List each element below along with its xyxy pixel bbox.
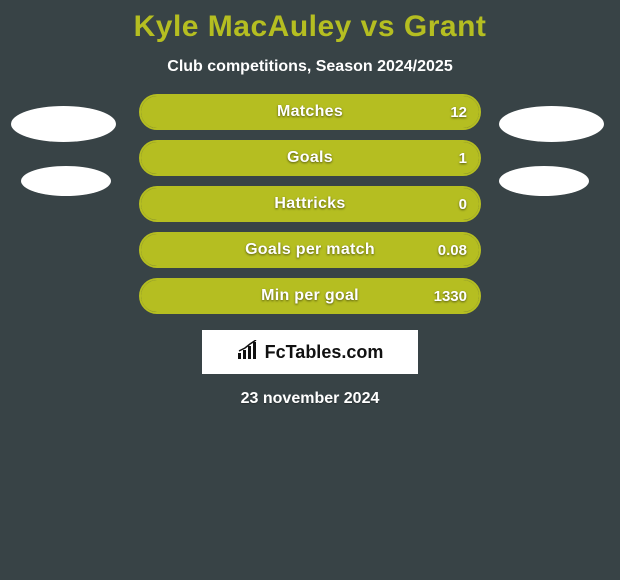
- comparison-infographic: Kyle MacAuley vs Grant Club competitions…: [0, 0, 620, 580]
- stat-value: 1330: [434, 280, 467, 312]
- stat-label: Goals: [141, 142, 479, 174]
- stat-label: Matches: [141, 96, 479, 128]
- as-of-date: 23 november 2024: [0, 390, 620, 408]
- stat-bar-goals: Goals 1: [139, 140, 481, 176]
- page-subtitle: Club competitions, Season 2024/2025: [0, 58, 620, 76]
- stat-bar-goals-per-match: Goals per match 0.08: [139, 232, 481, 268]
- player-photo-placeholder: [21, 166, 111, 196]
- stat-value: 0: [459, 188, 467, 220]
- stat-value: 0.08: [438, 234, 467, 266]
- player-photo-placeholder: [11, 106, 116, 142]
- stat-bar-hattricks: Hattricks 0: [139, 186, 481, 222]
- bar-growth-icon: [237, 340, 261, 365]
- right-placeholder-col: [499, 94, 609, 196]
- stat-label: Goals per match: [141, 234, 479, 266]
- content-row: Matches 12 Goals 1 Hattricks 0 Goals per…: [0, 94, 620, 314]
- stat-label: Min per goal: [141, 280, 479, 312]
- page-title: Kyle MacAuley vs Grant: [0, 10, 620, 44]
- player-photo-placeholder: [499, 166, 589, 196]
- site-logo: FcTables.com: [202, 330, 418, 374]
- player-photo-placeholder: [499, 106, 604, 142]
- stat-bars: Matches 12 Goals 1 Hattricks 0 Goals per…: [139, 94, 481, 314]
- stat-bar-matches: Matches 12: [139, 94, 481, 130]
- stat-value: 1: [459, 142, 467, 174]
- stat-bar-min-per-goal: Min per goal 1330: [139, 278, 481, 314]
- stat-value: 12: [450, 96, 467, 128]
- left-placeholder-col: [11, 94, 121, 196]
- site-logo-text: FcTables.com: [265, 342, 384, 363]
- stat-label: Hattricks: [141, 188, 479, 220]
